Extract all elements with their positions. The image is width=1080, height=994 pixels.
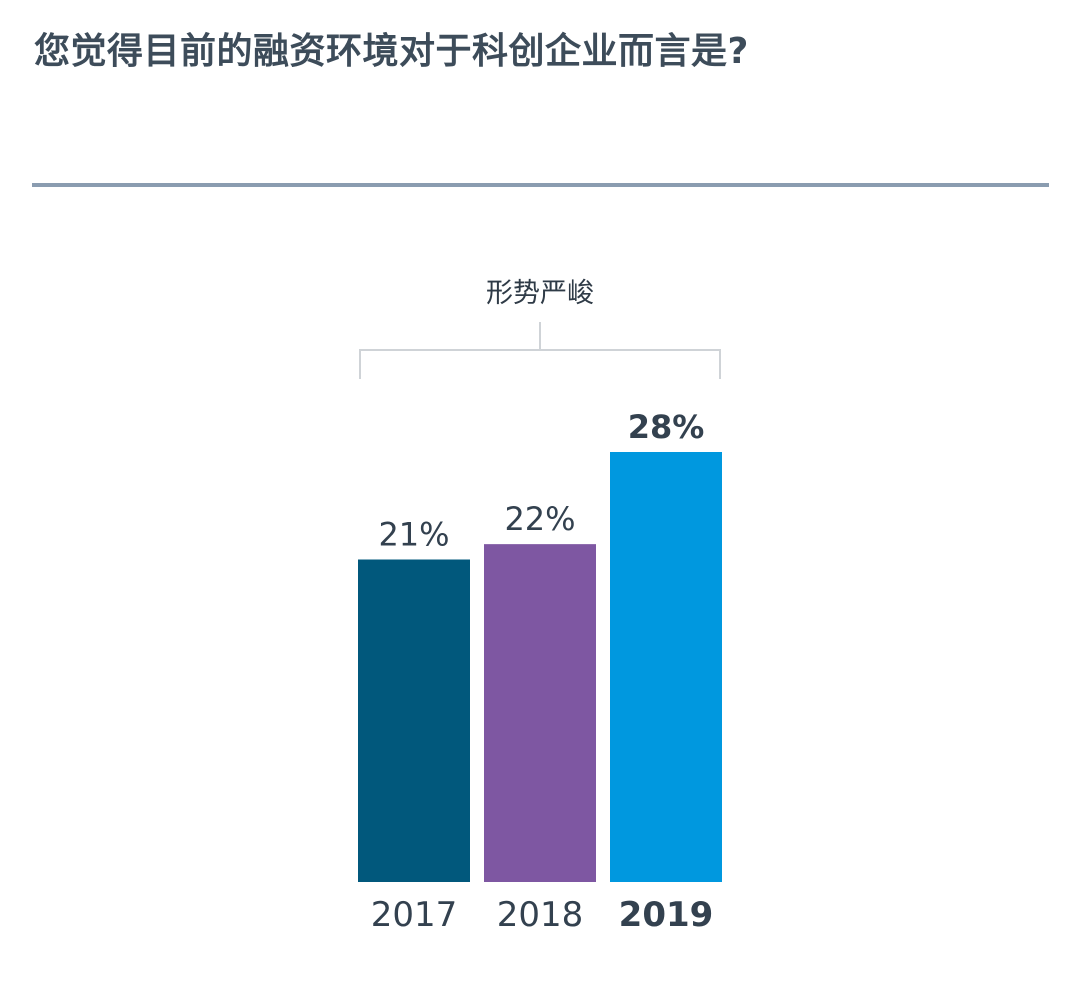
title-divider (32, 183, 1049, 187)
chart-title: 您觉得目前的融资环境对于科创企业而言是? (34, 31, 749, 72)
value-label-2017: 21% (378, 516, 449, 554)
bar-2019 (610, 452, 722, 882)
bar-2018 (484, 544, 596, 882)
bracket-label: 形势严峻 (486, 278, 594, 309)
category-label-2018: 2018 (497, 895, 584, 935)
category-label-2019: 2019 (619, 895, 714, 935)
value-label-2018: 22% (504, 500, 575, 538)
value-label-2019: 28% (628, 408, 705, 446)
bracket-line (359, 322, 721, 379)
category-label-2017: 2017 (371, 895, 458, 935)
bar-2017 (358, 559, 470, 882)
